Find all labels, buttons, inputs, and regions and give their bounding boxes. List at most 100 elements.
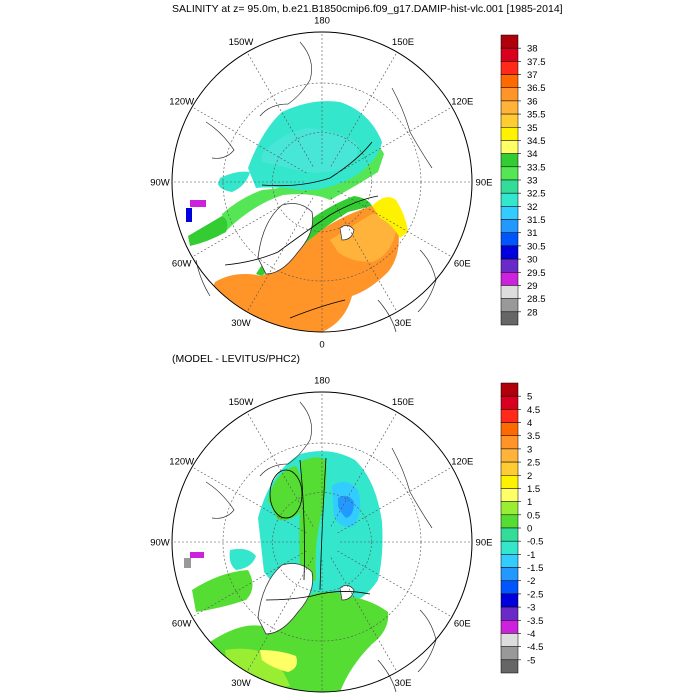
- colorbar-label: 31.5: [527, 215, 546, 226]
- colorbar-swatch: [500, 127, 519, 141]
- longitude-label: 60E: [454, 259, 471, 270]
- meridian-line: [246, 411, 314, 527]
- contour-line: [289, 299, 346, 319]
- colorbar-label: 37: [527, 70, 538, 81]
- baffin-green: [188, 216, 228, 246]
- colorbar-swatch: [500, 232, 519, 247]
- colorbar-label: 1: [527, 497, 532, 508]
- colorbar-label: 31: [527, 228, 538, 239]
- meridian-line: [337, 550, 453, 618]
- longitude-label: 30E: [395, 318, 412, 329]
- colorbar-swatch: [500, 475, 519, 489]
- colorbar-label: 32: [527, 202, 538, 213]
- colorbar-swatch: [500, 219, 519, 233]
- meridian-line: [330, 411, 398, 527]
- longitude-label: 180: [314, 376, 330, 387]
- meridian-line: [191, 550, 307, 618]
- colorbar-label: 33: [527, 176, 538, 187]
- colorbar-swatch: [500, 501, 519, 516]
- contour-line: [269, 469, 303, 519]
- colorbar-swatch: [500, 435, 519, 450]
- colorbar-swatch: [500, 61, 519, 75]
- contour-line: [299, 459, 305, 581]
- colorbar-label: -1.5: [527, 563, 543, 574]
- colorbar-label: -5: [527, 655, 535, 666]
- colorbar-swatch: [500, 382, 519, 397]
- longitude-label: 120W: [169, 457, 194, 468]
- map-boundary: [171, 31, 473, 333]
- meridian-line: [191, 190, 307, 258]
- colorbar-swatch: [500, 567, 519, 581]
- colorbar-swatch: [500, 285, 519, 299]
- longitude-label: 150E: [392, 397, 414, 408]
- colorbar-label: 0: [527, 524, 532, 535]
- colorbar-label: 4.5: [527, 405, 540, 416]
- colorbar-label: 2.5: [527, 458, 540, 469]
- barents-region: [330, 213, 396, 262]
- meridian-line: [246, 197, 314, 313]
- colorbar-swatch: [500, 659, 519, 674]
- colorbar-swatch: [500, 140, 519, 154]
- difference-map-panel: 180 150E 120E 90E 60E 30E 0 30W 60W 90W 120W 150W 5…: [150, 376, 543, 700]
- colorbar-swatch: [500, 34, 519, 49]
- meridian-line: [246, 51, 314, 167]
- colorbar-swatch: [500, 461, 519, 476]
- colorbar-swatch: [500, 192, 519, 207]
- colorbar-swatch: [500, 298, 519, 313]
- colorbar-label: 35: [527, 123, 538, 134]
- contour-line: [319, 457, 327, 591]
- colorbar-swatch: [500, 153, 519, 168]
- beaufort-green: [268, 466, 305, 521]
- longitude-label: 30E: [395, 678, 412, 689]
- meridian-line: [330, 51, 398, 167]
- transpolar-green: [299, 457, 327, 582]
- colorbar-swatch: [500, 258, 519, 273]
- meridian-line: [337, 190, 453, 258]
- longitude-label: 120W: [169, 97, 194, 108]
- colorbar-label: 32.5: [527, 189, 546, 200]
- greenland-land: [257, 563, 314, 635]
- colorbar-label: 30: [527, 255, 538, 266]
- blue-patch: [186, 208, 192, 222]
- colorbar-swatch: [500, 47, 519, 62]
- colorbar-swatch: [500, 593, 519, 608]
- longitude-label: 150E: [392, 37, 414, 48]
- contour-line: [224, 195, 379, 266]
- colorbar-label: 28.5: [527, 294, 546, 305]
- longitude-label: 120E: [451, 97, 473, 108]
- colorbar-label: 34.5: [527, 136, 546, 147]
- colorbar-swatch: [500, 540, 519, 555]
- colorbar-swatch: [500, 87, 519, 102]
- meridian-line: [337, 106, 453, 174]
- colorbar-label: 34: [527, 149, 538, 160]
- salinity-map-panel: 180 150E 120E 90E 60E 30E 0 30W 60W 90W 120W 150W 3…: [150, 16, 546, 351]
- colorbar-swatch: [500, 272, 519, 286]
- colorbar-swatch: [500, 395, 519, 410]
- contour-line: [261, 141, 373, 187]
- colorbar-label: 5: [527, 392, 532, 403]
- colorbar-swatch: [500, 206, 519, 220]
- longitude-label: 30W: [231, 678, 251, 689]
- longitude-label: 90W: [150, 538, 170, 549]
- sub-title: (MODEL - LEVITUS/PHC2): [172, 353, 300, 365]
- colorbar-label: 29: [527, 281, 538, 292]
- colorbar-swatch: [500, 422, 519, 436]
- colorbar-label: 3.5: [527, 431, 540, 442]
- colorbar-swatch: [500, 633, 519, 647]
- longitude-label: 90E: [476, 178, 493, 189]
- baffin-green: [192, 570, 253, 612]
- colorbar-swatch: [500, 113, 519, 128]
- colorbar-label: 0.5: [527, 510, 540, 521]
- colorbar-swatch: [500, 580, 519, 595]
- purple-patch: [190, 552, 204, 558]
- colorbar-label: 38: [527, 44, 538, 55]
- colorbar-swatch: [500, 311, 519, 326]
- colorbar-swatch: [500, 245, 519, 260]
- map-grid: [172, 392, 472, 692]
- meridian-line: [330, 197, 398, 313]
- gray-patch: [184, 558, 191, 568]
- colorbar-swatch: [500, 514, 519, 529]
- greenland-land: [257, 203, 314, 275]
